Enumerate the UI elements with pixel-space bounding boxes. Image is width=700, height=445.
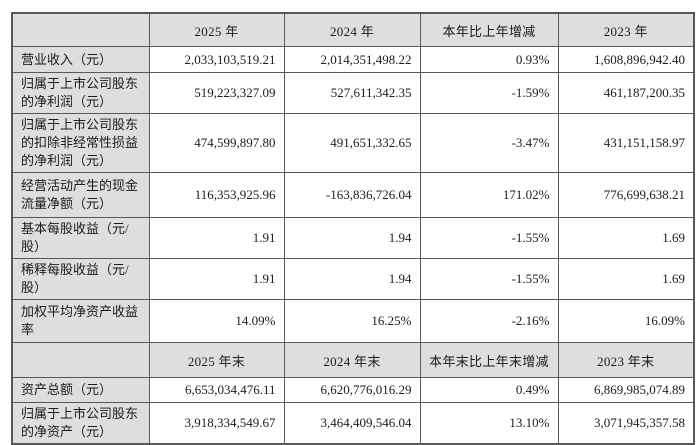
period-end-header-row: 2025 年末 2024 年末 本年末比上年末增减 2023 年末	[11, 342, 695, 378]
cell-2023: 1.69	[557, 217, 695, 259]
table-row-basic-eps: 基本每股收益（元/股） 1.91 1.94 -1.55% 1.69	[11, 217, 695, 259]
cell-change: 13.10%	[419, 402, 559, 445]
row-label: 加权平均净资产收益率	[11, 299, 150, 343]
cell-change: -1.55%	[419, 258, 559, 300]
financial-summary-table: 2025 年 2024 年 本年比上年增减 2023 年 营业收入（元） 2,0…	[11, 12, 695, 445]
cell-change: 0.49%	[419, 377, 559, 403]
header-2025: 2025 年	[148, 12, 285, 47]
cell-2024: 3,464,409,546.04	[283, 402, 421, 445]
cell-change: -1.59%	[419, 72, 559, 114]
cell-2023: 461,187,200.35	[557, 72, 695, 114]
header-2024-end: 2024 年末	[283, 342, 421, 378]
cell-change: 0.93%	[419, 46, 559, 73]
cell-2024: 6,620,776,016.29	[283, 377, 421, 403]
cell-2023: 16.09%	[557, 299, 695, 343]
cell-2025: 1.91	[148, 258, 285, 300]
cell-2024: 491,651,332.65	[283, 113, 421, 173]
cell-2024: 2,014,351,498.22	[283, 46, 421, 73]
annual-header-row: 2025 年 2024 年 本年比上年增减 2023 年	[11, 12, 695, 47]
cell-2024: 16.25%	[283, 299, 421, 343]
cell-2025: 474,599,897.80	[148, 113, 285, 173]
cell-2025: 2,033,103,519.21	[148, 46, 285, 73]
cell-2023: 1,608,896,942.40	[557, 46, 695, 73]
cell-2023: 3,071,945,357.58	[557, 402, 695, 445]
header-blank-cell	[11, 12, 150, 47]
header-2024: 2024 年	[283, 12, 421, 47]
table-row-net-profit-excl-nonrecurring: 归属于上市公司股东的扣除非经常性损益的净利润（元） 474,599,897.80…	[11, 113, 695, 173]
cell-2024: 527,611,342.35	[283, 72, 421, 114]
row-label: 基本每股收益（元/股）	[11, 217, 150, 259]
header-2023-end: 2023 年末	[557, 342, 695, 378]
cell-2024: 1.94	[283, 258, 421, 300]
row-label: 归属于上市公司股东的净利润（元）	[11, 72, 150, 114]
row-label: 经营活动产生的现金流量净额（元）	[11, 172, 150, 218]
table-row-net-profit: 归属于上市公司股东的净利润（元） 519,223,327.09 527,611,…	[11, 72, 695, 114]
cell-change: -2.16%	[419, 299, 559, 343]
cell-2025: 6,653,034,476.11	[148, 377, 285, 403]
cell-2025: 116,353,925.96	[148, 172, 285, 218]
table-row-revenue: 营业收入（元） 2,033,103,519.21 2,014,351,498.2…	[11, 46, 695, 73]
cell-2025: 1.91	[148, 217, 285, 259]
header-blank-cell	[11, 342, 150, 378]
table-row-operating-cash-flow: 经营活动产生的现金流量净额（元） 116,353,925.96 -163,836…	[11, 172, 695, 218]
table-row-weighted-avg-roe: 加权平均净资产收益率 14.09% 16.25% -2.16% 16.09%	[11, 299, 695, 343]
cell-change: -1.55%	[419, 217, 559, 259]
row-label: 归属于上市公司股东的净资产（元）	[11, 402, 150, 445]
cell-change: 171.02%	[419, 172, 559, 218]
table-row-total-assets: 资产总额（元） 6,653,034,476.11 6,620,776,016.2…	[11, 377, 695, 403]
cell-2025: 14.09%	[148, 299, 285, 343]
header-yoy-change: 本年比上年增减	[419, 12, 559, 47]
row-label: 稀释每股收益（元/股）	[11, 258, 150, 300]
cell-2023: 1.69	[557, 258, 695, 300]
cell-2023: 431,151,158.97	[557, 113, 695, 173]
cell-2023: 6,869,985,074.89	[557, 377, 695, 403]
row-label: 归属于上市公司股东的扣除非经常性损益的净利润（元）	[11, 113, 150, 173]
header-2023: 2023 年	[557, 12, 695, 47]
table-row-diluted-eps: 稀释每股收益（元/股） 1.91 1.94 -1.55% 1.69	[11, 258, 695, 300]
header-end-change: 本年末比上年末增减	[419, 342, 559, 378]
table-row-net-assets: 归属于上市公司股东的净资产（元） 3,918,334,549.67 3,464,…	[11, 402, 695, 445]
cell-change: -3.47%	[419, 113, 559, 173]
cell-2024: -163,836,726.04	[283, 172, 421, 218]
cell-2025: 3,918,334,549.67	[148, 402, 285, 445]
header-2025-end: 2025 年末	[148, 342, 285, 378]
cell-2023: 776,699,638.21	[557, 172, 695, 218]
row-label: 营业收入（元）	[11, 46, 150, 73]
row-label: 资产总额（元）	[11, 377, 150, 403]
cell-2024: 1.94	[283, 217, 421, 259]
cell-2025: 519,223,327.09	[148, 72, 285, 114]
